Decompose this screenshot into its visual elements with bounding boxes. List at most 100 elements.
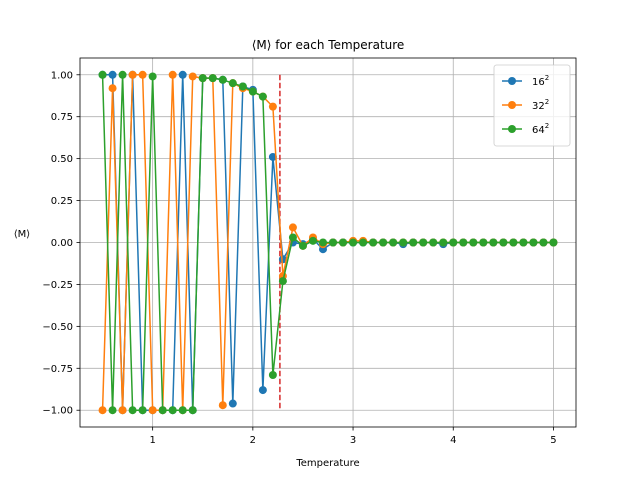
legend-marker — [508, 77, 516, 85]
data-point — [188, 406, 197, 415]
legend-label-base: 64 — [532, 125, 545, 136]
data-point — [339, 238, 348, 247]
data-point — [409, 238, 418, 247]
data-point — [479, 238, 488, 247]
data-point — [449, 238, 458, 247]
legend-label: 162 — [532, 74, 549, 88]
data-point — [329, 238, 338, 247]
y-tick-label: −0.75 — [42, 364, 73, 375]
data-point — [168, 406, 177, 415]
data-point — [138, 406, 147, 415]
data-point — [288, 223, 297, 232]
data-point — [148, 406, 157, 415]
series-group — [98, 70, 558, 415]
legend-label-base: 32 — [532, 101, 545, 112]
data-point — [158, 406, 167, 415]
x-tick-label: 5 — [550, 435, 556, 446]
data-point — [489, 238, 498, 247]
data-point — [218, 75, 227, 84]
data-point — [519, 238, 528, 247]
legend-item: 162 — [502, 74, 549, 88]
data-point — [268, 371, 277, 380]
data-point — [188, 72, 197, 81]
data-point — [208, 74, 217, 83]
y-axis-ticks: −1.00 −0.75 −0.50 −0.25 0.00 0.25 0.50 0.75 1.00 — [42, 70, 80, 417]
data-point — [359, 238, 368, 247]
legend-label-base: 16 — [532, 77, 545, 88]
legend-label-exponent: 2 — [545, 74, 549, 82]
data-point — [439, 238, 448, 247]
data-point — [198, 74, 207, 83]
data-point — [459, 238, 468, 247]
data-point — [529, 238, 538, 247]
data-point — [509, 238, 518, 247]
data-point — [318, 238, 327, 247]
x-tick-label: 3 — [350, 435, 356, 446]
data-point — [298, 241, 307, 250]
data-point — [178, 70, 187, 79]
data-point — [238, 82, 247, 91]
legend-label: 642 — [532, 122, 549, 136]
data-point — [248, 87, 257, 96]
data-point — [148, 72, 157, 81]
y-tick-label: 0.00 — [51, 238, 73, 249]
y-tick-label: 0.25 — [51, 196, 73, 207]
data-point — [168, 70, 177, 79]
y-tick-label: 0.50 — [51, 154, 73, 165]
data-point — [268, 152, 277, 161]
x-tick-label: 1 — [149, 435, 155, 446]
data-point — [379, 238, 388, 247]
x-tick-label: 2 — [250, 435, 256, 446]
legend-label: 322 — [532, 98, 549, 112]
data-point — [539, 238, 548, 247]
data-point — [258, 386, 267, 395]
data-point — [118, 406, 127, 415]
data-point — [549, 238, 558, 247]
data-point — [108, 406, 117, 415]
y-tick-label: −0.50 — [42, 322, 73, 333]
chart-title: ⟨M⟩ for each Temperature — [252, 38, 405, 52]
data-point — [108, 70, 117, 79]
data-point — [218, 401, 227, 410]
data-point — [469, 238, 478, 247]
y-tick-label: −0.25 — [42, 280, 73, 291]
legend-marker — [508, 101, 516, 109]
y-tick-label: −1.00 — [42, 406, 73, 417]
data-point — [228, 399, 237, 408]
data-point — [278, 255, 287, 264]
data-point — [128, 406, 137, 415]
y-tick-label: 1.00 — [51, 70, 73, 81]
legend-item: 642 — [502, 122, 549, 136]
y-tick-label: 0.75 — [51, 112, 73, 123]
data-point — [128, 70, 137, 79]
data-point — [419, 238, 428, 247]
data-point — [399, 238, 408, 247]
data-point — [389, 238, 398, 247]
data-point — [258, 92, 267, 101]
data-point — [268, 102, 277, 111]
legend-marker — [508, 125, 516, 133]
data-point — [178, 406, 187, 415]
legend-item: 322 — [502, 98, 549, 112]
data-point — [108, 84, 117, 93]
series-64 — [98, 70, 558, 415]
data-point — [429, 238, 438, 247]
data-point — [98, 70, 107, 79]
data-point — [138, 70, 147, 79]
data-point — [228, 79, 237, 88]
series-line — [101, 74, 554, 411]
data-point — [118, 70, 127, 79]
data-point — [369, 238, 378, 247]
legend-label-exponent: 2 — [545, 98, 549, 106]
data-point — [308, 236, 317, 245]
data-point — [288, 233, 297, 242]
data-point — [349, 238, 358, 247]
y-axis-title: ⟨M⟩ — [14, 229, 31, 240]
data-point — [499, 238, 508, 247]
x-tick-label: 4 — [450, 435, 456, 446]
legend-label-exponent: 2 — [545, 122, 549, 130]
data-point — [278, 277, 287, 286]
x-axis-ticks: 1 2 3 4 5 — [149, 427, 557, 446]
